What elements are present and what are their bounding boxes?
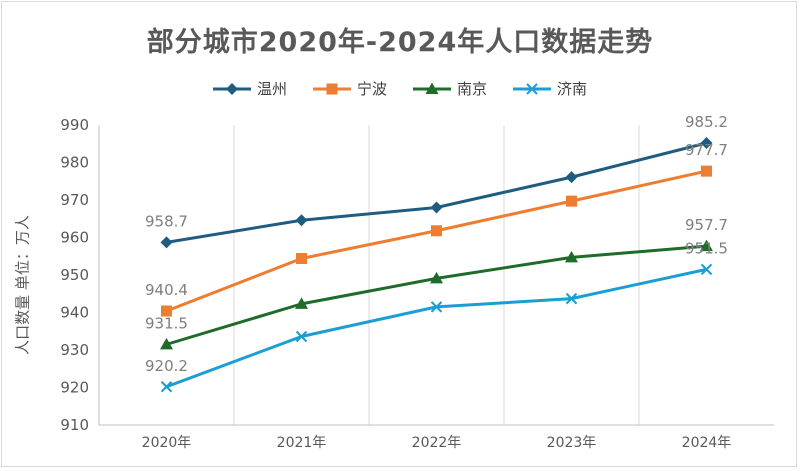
data-point — [700, 263, 713, 276]
x-tick-label: 2020年 — [142, 435, 192, 451]
data-label: 958.7 — [145, 212, 188, 230]
legend-item: 济南 — [513, 78, 587, 99]
legend-label: 宁波 — [356, 80, 387, 98]
y-tick-label: 950 — [60, 266, 89, 284]
legend-label: 济南 — [557, 80, 588, 98]
x-tick-label: 2022年 — [412, 435, 462, 451]
data-label: 957.7 — [685, 216, 728, 234]
data-point — [566, 195, 577, 207]
y-tick-label: 940 — [60, 304, 89, 322]
data-point — [430, 201, 443, 214]
data-point — [700, 239, 713, 252]
legend-swatch-icon — [312, 83, 351, 94]
data-point — [565, 250, 578, 263]
y-tick-label: 930 — [60, 341, 89, 359]
legend-label: 南京 — [457, 80, 488, 98]
data-label: 977.7 — [685, 141, 728, 159]
data-point — [700, 137, 713, 149]
data-point — [431, 225, 442, 237]
series-line-3 — [166, 244, 707, 346]
legend-item: 温州 — [212, 78, 287, 99]
data-label: 920.2 — [145, 357, 188, 375]
data-point — [295, 297, 308, 309]
data-point — [701, 165, 712, 177]
chart-title: 部分城市2020年-2024年人口数据走势 — [146, 27, 654, 58]
y-tick-label: 960 — [60, 229, 89, 247]
legend-label: 温州 — [256, 80, 287, 98]
legend-item: 宁波 — [312, 78, 387, 99]
legend-swatch-icon — [413, 82, 451, 94]
data-label: 931.5 — [145, 314, 188, 332]
y-tick-label: 920 — [60, 379, 89, 397]
x-tick-label: 2024年 — [682, 435, 732, 451]
data-point — [161, 305, 172, 317]
legend-item: 南京 — [413, 78, 487, 99]
data-point — [295, 214, 308, 227]
data-point — [430, 271, 443, 284]
y-tick-label: 980 — [60, 154, 89, 172]
x-tick-label: 2023年 — [547, 435, 597, 451]
data-label: 985.2 — [685, 113, 728, 131]
series-line-2 — [165, 169, 707, 313]
data-point — [160, 381, 173, 393]
data-label: 951.5 — [685, 239, 728, 257]
y-tick-label: 970 — [60, 191, 89, 209]
y-tick-label: 910 — [60, 416, 89, 434]
data-point — [565, 292, 578, 305]
data-point — [160, 236, 173, 249]
y-tick-label: 990 — [60, 116, 89, 134]
series-line-4 — [165, 267, 707, 389]
legend-swatch-icon — [513, 82, 552, 95]
data-point — [296, 253, 307, 264]
data-point — [430, 301, 443, 313]
data-point — [160, 337, 173, 350]
data-label: 940.4 — [145, 281, 188, 299]
x-tick-label: 2021年 — [277, 435, 327, 451]
data-point — [295, 330, 308, 343]
legend-swatch-icon — [212, 82, 251, 95]
data-point — [565, 171, 578, 184]
legend: 温州 宁波 南京 济南 — [2, 78, 798, 99]
